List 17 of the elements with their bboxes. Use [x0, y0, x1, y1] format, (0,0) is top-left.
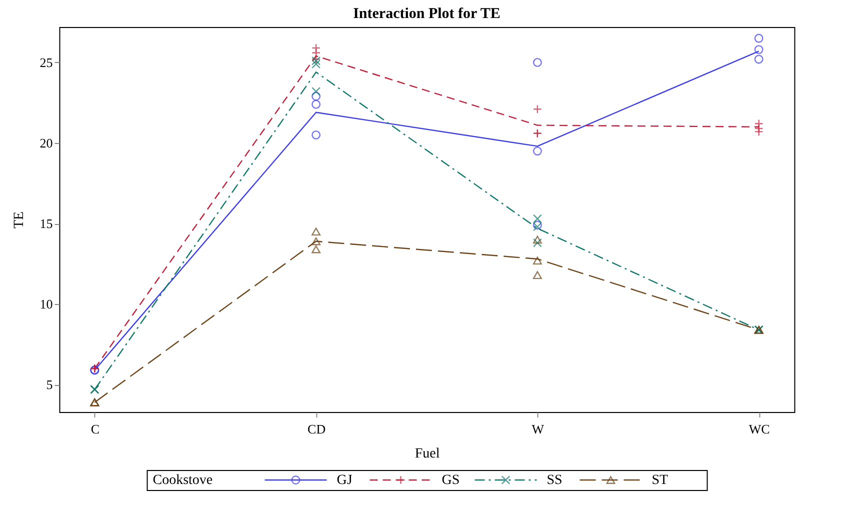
x-tick-label: CD: [308, 422, 326, 436]
y-axis-title: TE: [12, 211, 27, 229]
x-tick-label: WC: [748, 422, 770, 436]
y-tick-label: 5: [46, 377, 53, 392]
y-tick-label: 15: [40, 216, 53, 232]
legend-title: Cookstove: [152, 473, 213, 488]
legend-label: SS: [546, 473, 562, 488]
legend-label: GJ: [336, 473, 353, 488]
y-tick-label: 10: [40, 296, 53, 312]
y-tick-label: 25: [40, 54, 53, 70]
legend-label: GS: [442, 473, 460, 488]
x-axis-title: Fuel: [414, 446, 440, 462]
y-tick-label: 20: [40, 135, 53, 150]
chart-title: Interaction Plot for TE: [353, 6, 500, 22]
legend-label: ST: [652, 473, 669, 488]
x-tick-label: W: [532, 422, 545, 436]
x-tick-label: C: [90, 422, 100, 436]
